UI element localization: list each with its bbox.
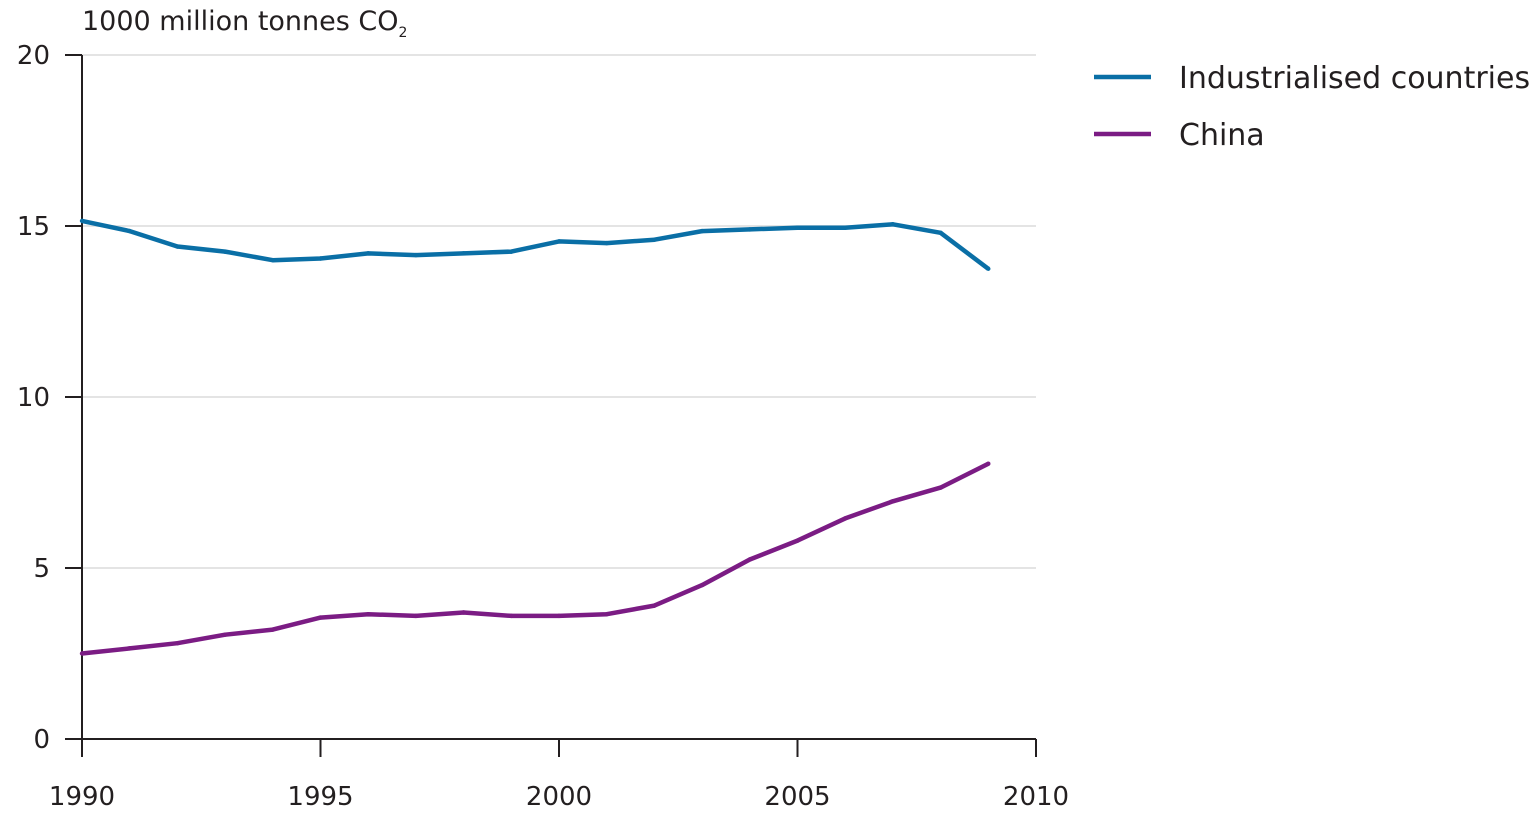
series-lines	[79, 218, 991, 656]
data-point-industrialised-countries-2001	[604, 240, 609, 246]
data-point-industrialised-countries-1994	[270, 258, 275, 263]
series-points-industrialised-countries	[79, 218, 991, 271]
data-point-industrialised-countries-1991	[127, 228, 132, 234]
data-point-industrialised-countries-1995	[318, 256, 323, 261]
data-point-china-2006	[843, 516, 848, 521]
data-point-china-2004	[747, 557, 752, 562]
y-tick-label-10: 10	[17, 383, 50, 413]
legend-label-industrialised-countries: Industrialised countries	[1179, 61, 1530, 96]
y-axis-unit-label: 1000 million tonnes CO2	[82, 6, 407, 41]
y-tick-label-15: 15	[17, 212, 50, 242]
data-point-china-2001	[604, 611, 609, 617]
data-point-industrialised-countries-2009	[986, 266, 991, 271]
data-point-industrialised-countries-2008	[938, 230, 943, 236]
data-point-industrialised-countries-1993	[222, 249, 228, 254]
x-tick-label-2005: 2005	[764, 782, 830, 812]
data-point-industrialised-countries-1992	[175, 244, 180, 249]
y-tick-label-20: 20	[17, 41, 50, 71]
data-point-china-2003	[699, 582, 705, 588]
data-point-industrialised-countries-2005	[795, 225, 800, 230]
data-point-china-2000	[556, 613, 562, 619]
data-point-china-1998	[461, 610, 466, 615]
data-point-china-2002	[652, 603, 657, 608]
data-point-industrialised-countries-2003	[699, 228, 705, 234]
data-point-china-1999	[509, 613, 514, 619]
data-point-china-2007	[890, 499, 896, 504]
data-point-industrialised-countries-2000	[556, 239, 562, 244]
tick-labels: 0 5 10 15 20 1990 1995 2000 2005 2010	[17, 41, 1069, 812]
data-point-china-1993	[222, 632, 228, 637]
data-point-china-1994	[270, 627, 275, 632]
data-point-china-1996	[366, 611, 371, 617]
series-line-industrialised-countries	[81, 218, 990, 271]
data-point-industrialised-countries-1997	[413, 252, 419, 258]
data-point-industrialised-countries-1998	[461, 251, 466, 256]
data-point-china-1992	[175, 641, 180, 646]
data-point-china-1991	[127, 646, 132, 651]
data-point-industrialised-countries-2007	[890, 222, 896, 227]
legend: Industrialised countries China	[1094, 61, 1530, 153]
data-point-industrialised-countries-2002	[652, 237, 657, 242]
data-point-china-1990	[79, 651, 85, 656]
unit-label-text: 1000 million tonnes CO	[82, 6, 399, 37]
data-point-china-1997	[413, 613, 419, 619]
data-point-china-2008	[938, 485, 943, 490]
data-point-industrialised-countries-2006	[843, 225, 848, 230]
data-point-china-2005	[795, 538, 800, 543]
gridlines	[82, 54, 1036, 569]
unit-label-subscript: 2	[399, 25, 408, 41]
legend-label-china: China	[1179, 118, 1265, 153]
data-point-industrialised-countries-2004	[747, 227, 752, 232]
data-point-industrialised-countries-1996	[366, 251, 371, 256]
series-line-china	[81, 461, 990, 656]
series-points-china	[79, 461, 991, 656]
x-tick-label-1990: 1990	[49, 782, 115, 812]
x-tick-label-2000: 2000	[526, 782, 592, 812]
y-tick-label-5: 5	[33, 554, 50, 584]
data-point-industrialised-countries-1990	[79, 218, 85, 224]
x-tick-label-2010: 2010	[1003, 782, 1069, 812]
data-point-china-1995	[318, 615, 323, 620]
axes	[65, 54, 1037, 757]
data-point-china-2009	[986, 461, 991, 466]
data-point-industrialised-countries-1999	[509, 249, 514, 254]
x-tick-label-1995: 1995	[287, 782, 353, 812]
y-tick-label-0: 0	[33, 725, 50, 755]
